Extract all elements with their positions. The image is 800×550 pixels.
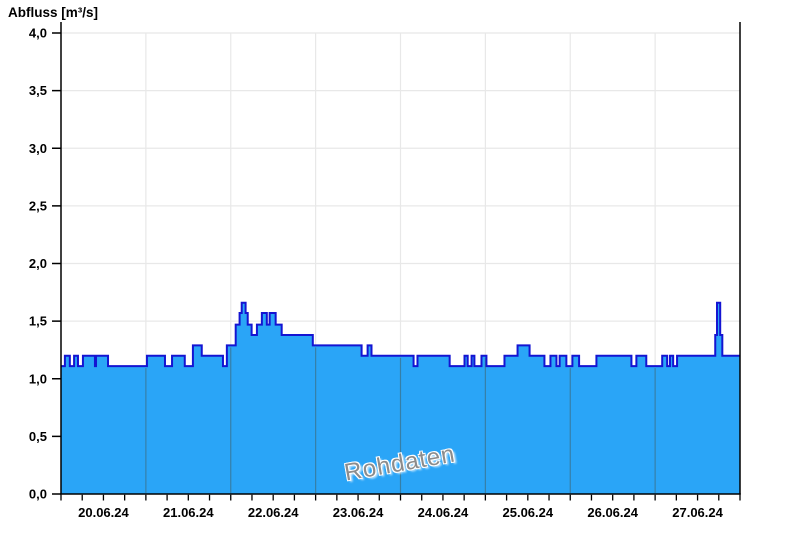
x-tick-label: 23.06.24 xyxy=(333,505,384,520)
x-tick-label: 26.06.24 xyxy=(587,505,638,520)
y-tick-label: 3,5 xyxy=(29,83,47,98)
x-tick-label: 27.06.24 xyxy=(672,505,723,520)
day-gridlines-on-fill xyxy=(145,347,656,493)
y-tick-label: 1,0 xyxy=(29,371,47,386)
x-tick-label: 24.06.24 xyxy=(418,505,469,520)
y-tick-label: 1,5 xyxy=(29,314,47,329)
y-axis: 0,0 0,5 1,0 1,5 2,0 2,5 3,0 3,5 4,0 xyxy=(29,26,61,502)
x-tick-label: 20.06.24 xyxy=(78,505,129,520)
x-axis: 20.06.24 21.06.24 22.06.24 23.06.24 24.06.24… xyxy=(60,494,741,520)
y-tick-label: 2,0 xyxy=(29,256,47,271)
y-tick-label: 4,0 xyxy=(29,26,47,41)
y-tick-label: 0,5 xyxy=(29,429,47,444)
x-tick-label: 25.06.24 xyxy=(503,505,554,520)
y-tick-label: 2,5 xyxy=(29,198,47,213)
chart-title: Abfluss [m³/s] xyxy=(8,5,99,20)
y-tick-label: 3,0 xyxy=(29,141,47,156)
x-tick-label: 22.06.24 xyxy=(248,505,299,520)
x-tick-label: 21.06.24 xyxy=(163,505,214,520)
y-tick-label: 0,0 xyxy=(29,487,47,502)
axes xyxy=(60,22,741,495)
discharge-line xyxy=(61,301,740,368)
